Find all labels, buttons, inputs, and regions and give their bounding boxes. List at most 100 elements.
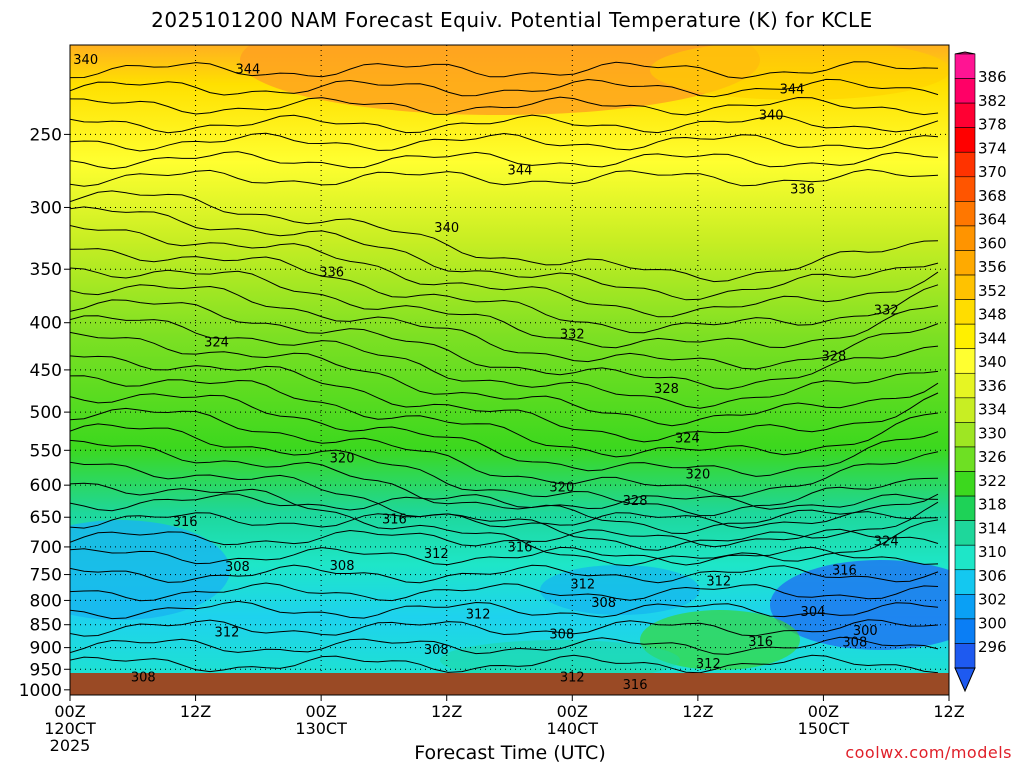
contour-label: 308: [131, 670, 156, 685]
contour-line: [70, 190, 939, 283]
x-tick-label: 00Z: [557, 702, 588, 721]
contour-label: 308: [225, 560, 250, 575]
contour-label: 320: [549, 480, 574, 495]
colorbar-swatch: [954, 643, 976, 669]
contour-line: [70, 619, 939, 637]
colorbar-swatch: [954, 544, 976, 571]
contour-label: 324: [204, 335, 229, 350]
contour-line: [70, 132, 939, 152]
contour-label: 312: [215, 626, 240, 641]
colorbar-swatch: [954, 53, 976, 79]
contour-line: [70, 267, 939, 349]
x-axis-label: Forecast Time (UTC): [414, 742, 606, 764]
colorbar-label: 356: [978, 258, 1007, 276]
contour-line: [70, 461, 939, 551]
contour-label-layer: 340 344 344 340 344 336 340 336 332 332 324 328 328 3…: [73, 53, 898, 693]
contour-label: 308: [591, 596, 616, 611]
colorbar-label: 360: [978, 234, 1007, 252]
grid-lines: [70, 45, 949, 695]
x-tick-label: 150CT: [798, 719, 850, 738]
colorbar-swatch: [954, 348, 976, 374]
contour-label: 316: [832, 564, 857, 579]
contour-label: 304: [801, 605, 826, 620]
colorbar-swatch: [954, 299, 976, 325]
contour-label: 320: [685, 468, 710, 483]
contour-label: 312: [696, 657, 721, 672]
colorbar-swatch: [954, 594, 976, 620]
colorbar-label: 378: [978, 116, 1007, 134]
contour-label: 328: [623, 494, 648, 509]
colorbar-label: 326: [978, 448, 1007, 466]
colorbar-label: 344: [978, 329, 1007, 347]
colorbar-swatch: [954, 78, 976, 104]
contour-label: 312: [706, 574, 731, 589]
contour-line: [70, 407, 939, 498]
x-tick-label: 12Z: [682, 702, 713, 721]
contour-label: 344: [780, 83, 805, 98]
y-tick-label: 650: [30, 508, 62, 528]
colorbar-label: 310: [978, 543, 1007, 561]
colorbar-label: 302: [978, 591, 1007, 609]
colorbar-label: 336: [978, 377, 1007, 395]
contour-line: [70, 299, 939, 390]
x-tick-label: 140CT: [547, 719, 599, 738]
colorbar-swatch: [954, 176, 976, 202]
contour-label: 340: [434, 221, 459, 236]
contour-label: 308: [842, 635, 867, 650]
colorbar: 386 382 378 374 370 368 364 360 356 352 348 344 340 3…: [954, 51, 1007, 693]
contour-label: 312: [466, 608, 491, 623]
contour-line: [70, 151, 939, 170]
contour-line: [70, 114, 939, 134]
contour-line: [70, 493, 939, 512]
colorbar-label: 322: [978, 472, 1007, 490]
colorbar-swatch: [954, 446, 976, 472]
colorbar-swatch: [954, 569, 976, 595]
contour-label: 316: [508, 540, 533, 555]
contour-line: [70, 528, 939, 548]
contour-label: 332: [874, 303, 899, 318]
colorbar-swatch: [954, 471, 976, 497]
contour-line: [70, 375, 939, 458]
colorbar-swatch: [954, 225, 976, 251]
y-tick-label: 1000: [19, 681, 62, 701]
contour-line: [70, 439, 939, 535]
contour-label: 300: [853, 624, 878, 639]
colorbar-swatch: [954, 495, 976, 521]
contour-line: [70, 393, 939, 477]
y-tick-label: 900: [30, 639, 62, 659]
colorbar-swatch: [954, 520, 976, 546]
contour-label: 324: [675, 432, 700, 447]
contour-label: 316: [623, 678, 648, 693]
x-tick-label: 130CT: [295, 719, 347, 738]
colorbar-label: 334: [978, 401, 1007, 419]
colorbar-swatch: [954, 250, 976, 276]
colorbar-min-arrow: [954, 667, 976, 693]
contour-line: [70, 600, 939, 620]
colorbar-swatch: [954, 201, 976, 227]
contour-label: 324: [874, 535, 899, 550]
contour-line: [70, 248, 939, 334]
contour-line: [70, 96, 939, 116]
colorbar-swatch: [954, 397, 976, 423]
colorbar-label: 348: [978, 306, 1007, 324]
y-tick-label: 450: [30, 361, 62, 381]
contour-label: 320: [330, 452, 355, 467]
y-tick-label: 400: [30, 314, 62, 334]
contour-label: 308: [424, 643, 449, 658]
x-tick-label: 12Z: [431, 702, 462, 721]
contour-line: [70, 654, 939, 674]
colorbar-label: 300: [978, 614, 1007, 632]
colorbar-swatch: [954, 274, 976, 300]
contour-line: [70, 206, 939, 301]
y-tick-label: 550: [30, 441, 62, 461]
contour-line: [70, 355, 939, 443]
colorbar-label: 368: [978, 187, 1007, 205]
colorbar-label: 314: [978, 519, 1007, 537]
colorbar-label: 296: [978, 638, 1007, 656]
contour-label: 336: [319, 265, 344, 280]
colorbar-label: 352: [978, 282, 1007, 300]
colorbar-label: 318: [978, 496, 1007, 514]
colorbar-swatch: [954, 102, 976, 128]
